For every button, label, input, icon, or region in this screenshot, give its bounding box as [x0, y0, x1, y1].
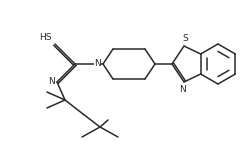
- Text: N: N: [48, 78, 55, 86]
- Text: N: N: [94, 59, 101, 69]
- Text: N: N: [180, 85, 186, 94]
- Text: HS: HS: [40, 33, 52, 42]
- Text: S: S: [182, 34, 188, 43]
